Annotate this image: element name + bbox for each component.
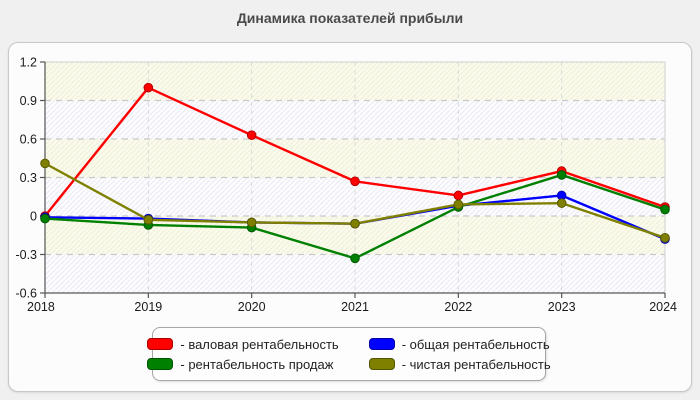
page-title: Динамика показателей прибыли bbox=[236, 10, 464, 26]
data-point-marker bbox=[556, 170, 567, 180]
data-point-marker bbox=[246, 217, 257, 228]
x-tick-label: 2019 bbox=[134, 300, 162, 314]
x-tick-label: 2021 bbox=[341, 300, 369, 314]
x-tick-label: 2020 bbox=[238, 300, 266, 314]
data-point-marker bbox=[453, 190, 464, 201]
legend-item-label: - валовая рентабельность bbox=[180, 336, 339, 352]
data-point-marker bbox=[40, 213, 50, 224]
data-point-marker bbox=[660, 233, 670, 243]
data-point-marker bbox=[350, 218, 360, 229]
data-point-marker bbox=[246, 130, 257, 140]
data-point-marker bbox=[556, 198, 567, 208]
y-tick-label: 1.2 bbox=[20, 56, 37, 70]
y-tick-label: 0.6 bbox=[20, 133, 37, 147]
y-tick-label: -0.3 bbox=[15, 248, 37, 262]
series-swatch-icon bbox=[368, 358, 395, 370]
legend-item-label: - чистая рентабельность bbox=[401, 356, 551, 372]
series-swatch-icon bbox=[147, 358, 174, 370]
data-point-marker bbox=[350, 253, 360, 264]
data-point-marker bbox=[350, 176, 360, 187]
data-point-marker bbox=[40, 158, 50, 169]
chart-legend: - валовая рентабельность - рентабельност… bbox=[147, 327, 551, 381]
legend-item-label: - рентабельность продаж bbox=[180, 356, 334, 372]
y-tick-label: -0.6 bbox=[15, 287, 37, 301]
legend-item: - валовая рентабельность bbox=[147, 336, 339, 352]
data-point-marker bbox=[143, 215, 154, 225]
legend-item-label: - общая рентабельность bbox=[401, 336, 550, 352]
legend-item: - общая рентабельность bbox=[368, 336, 551, 352]
legend-item: - рентабельность продаж bbox=[147, 357, 338, 372]
x-tick-label: 2023 bbox=[548, 300, 576, 314]
data-point-marker bbox=[453, 199, 464, 210]
y-tick-label: 0.9 bbox=[20, 94, 37, 108]
series-swatch-icon bbox=[368, 338, 395, 350]
data-point-marker bbox=[143, 82, 154, 93]
series-swatch-icon bbox=[147, 338, 174, 350]
x-tick-label: 2018 bbox=[27, 300, 55, 314]
data-point-marker bbox=[660, 204, 670, 215]
x-tick-label: 2022 bbox=[444, 300, 472, 314]
y-tick-label: 0.3 bbox=[20, 171, 37, 185]
y-tick-label: 0 bbox=[30, 210, 37, 224]
x-tick-label: 2024 bbox=[649, 300, 677, 314]
legend-item: - чистая рентабельность bbox=[368, 356, 551, 372]
